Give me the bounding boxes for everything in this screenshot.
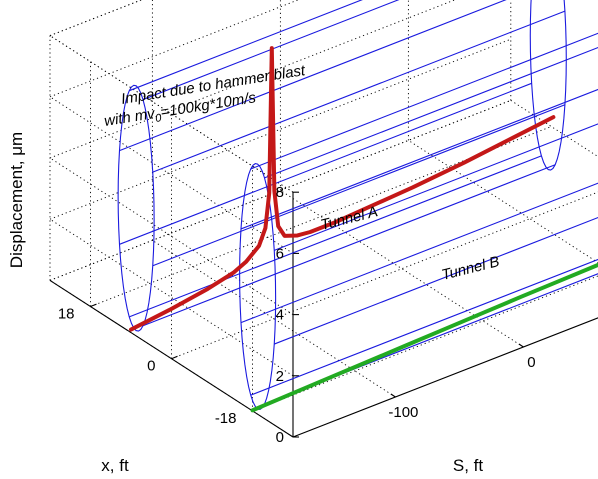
annotation-line-2-subscript: 0 — [154, 112, 163, 125]
s-tick-mark — [518, 343, 524, 348]
z-tick-label: 2 — [276, 368, 284, 385]
tunnel-tube-line — [152, 10, 566, 173]
grid-line-floor-x — [171, 191, 598, 360]
tunnel-tube-line — [119, 0, 507, 152]
tunnel-tube-line — [250, 258, 598, 396]
tunnel-tube-ring — [117, 84, 155, 332]
box-edge — [49, 99, 511, 281]
s-tick-label: -100 — [388, 404, 418, 421]
series-lines — [129, 46, 598, 413]
tunnel-b-label: Tunnel B — [440, 253, 501, 284]
x-tick-label: 0 — [147, 358, 155, 375]
tunnel-tube-line — [274, 217, 598, 345]
tunnel-tube-line — [240, 182, 598, 324]
tunnel-tube-line — [264, 46, 598, 179]
s-tick-mark — [390, 393, 396, 398]
tunnel-tube-line — [142, 0, 400, 101]
tunnel-tube-line — [152, 104, 566, 267]
x-tick-label: -18 — [215, 410, 237, 427]
grid-line-back-z — [49, 0, 456, 159]
z-tick-label: 8 — [276, 184, 284, 201]
series-line-tunnel-b — [250, 262, 598, 413]
grid-line-left-z — [49, 218, 294, 377]
tunnel-tube-line — [274, 123, 598, 251]
z-tick-label: 4 — [276, 307, 284, 324]
grid-line-left-z — [49, 96, 294, 254]
tunnel-tube-line — [240, 88, 598, 230]
tunnel-tube-line — [250, 32, 598, 170]
grid-line-floor-s — [408, 140, 598, 264]
tunnel-a-label: Tunnel A — [319, 203, 380, 234]
tunnel-tube-line — [119, 82, 532, 245]
series-line-tunnel-a — [129, 46, 556, 332]
grid-line-floor-x — [252, 275, 598, 412]
z-tick-label: 0 — [276, 429, 284, 446]
tunnel-tube-line — [142, 164, 556, 327]
tunnel-tube-ring — [239, 163, 277, 410]
x-tick-label: 18 — [58, 306, 75, 323]
z-axis-label: Displacement, μm — [7, 132, 26, 268]
annotation-line-2-prefix: with mv — [103, 105, 157, 130]
tunnel-tube-line — [264, 273, 598, 405]
tunnel-tube-line — [129, 155, 542, 318]
tunnel-tube-line — [129, 0, 363, 92]
grid-line-back-z — [49, 38, 511, 220]
tunnel-tube-ring — [529, 0, 567, 171]
box-edge — [510, 100, 598, 158]
x-tick-mark — [171, 355, 178, 360]
x-axis-label: x, ft — [101, 456, 129, 475]
tunnel-tubes — [117, 0, 598, 410]
s-tick-label: 0 — [527, 354, 535, 371]
z-tick-label: 6 — [276, 245, 284, 262]
x-tick-mark — [90, 303, 97, 308]
s-axis-label: S, ft — [453, 456, 484, 475]
